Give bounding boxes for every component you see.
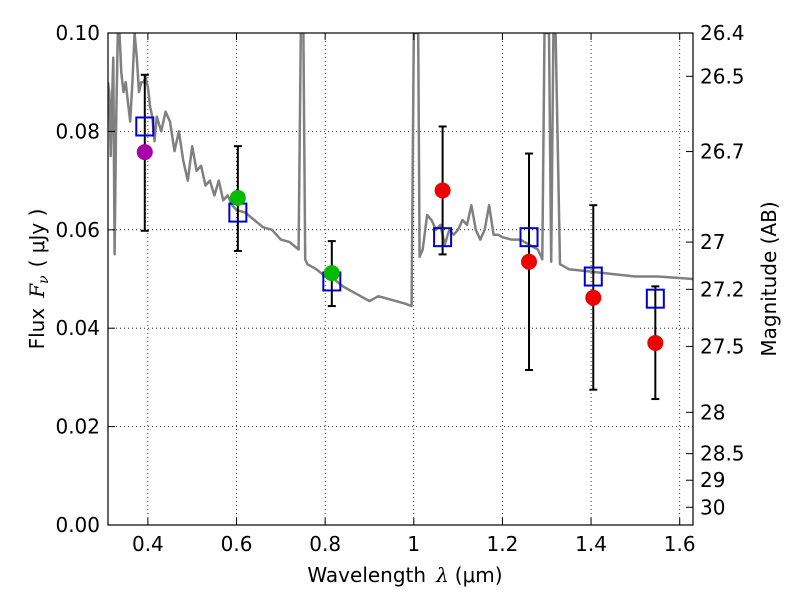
y2-tick-label: 28.5 [700, 442, 745, 466]
y2-tick-label: 28 [700, 400, 725, 424]
y-tick-label: 0.06 [55, 218, 100, 242]
y2-tick-label: 30 [700, 495, 725, 519]
observed-flux-point [434, 182, 451, 199]
y-tick-label: 0.00 [55, 513, 100, 537]
observed-flux-point [521, 253, 538, 270]
y2-tick-label: 27.2 [700, 277, 745, 301]
x-tick-label: 0.8 [309, 532, 341, 556]
observed-flux-point [585, 289, 602, 306]
x-tick-label: 1 [407, 532, 420, 556]
x-tick-label: 1.6 [664, 532, 696, 556]
observed-flux-point [136, 144, 153, 161]
x-tick-label: 1.4 [575, 532, 607, 556]
y2-axis-title: Magnitude (AB) [757, 201, 781, 356]
y-axis-title: FluxFν( μJy ) [25, 209, 52, 350]
observed-flux-point [323, 265, 340, 282]
y-tick-label: 0.02 [55, 415, 100, 439]
x-tick-label: 0.6 [221, 532, 253, 556]
axes-ticks: 0.4 0.6 0.8 1 1.2 1.4 1.6 0.00 0.02 0.04 0.06 0.08 0… [55, 21, 744, 556]
data-layer [108, 33, 693, 308]
y2-tick-label: 27 [700, 230, 725, 254]
model-flux-square [433, 227, 453, 248]
y2-tick-label: 26.7 [700, 140, 745, 164]
observed-flux-point [647, 334, 664, 351]
points-layer [135, 116, 665, 351]
model-flux-square [519, 227, 539, 248]
model-flux-square [583, 266, 603, 287]
plot-frame [107, 32, 694, 526]
model-flux-square [645, 288, 665, 309]
model-spectrum-line [108, 33, 693, 308]
x-tick-label: 1.2 [487, 532, 519, 556]
y-tick-label: 0.08 [55, 119, 100, 143]
plot-background [108, 33, 693, 525]
y-tick-label: 0.10 [55, 21, 100, 45]
x-tick-label: 0.4 [132, 532, 164, 556]
y2-tick-label: 26.5 [700, 64, 745, 88]
observed-flux-point [229, 189, 246, 206]
model-flux-square [135, 116, 155, 137]
y2-tick-label: 27.5 [700, 334, 745, 358]
y2-tick-label: 29 [700, 468, 725, 492]
y-tick-label: 0.04 [55, 316, 100, 340]
y2-tick-label: 26.4 [700, 21, 745, 45]
x-axis-title: Wavelength λ (μm) [307, 563, 502, 587]
